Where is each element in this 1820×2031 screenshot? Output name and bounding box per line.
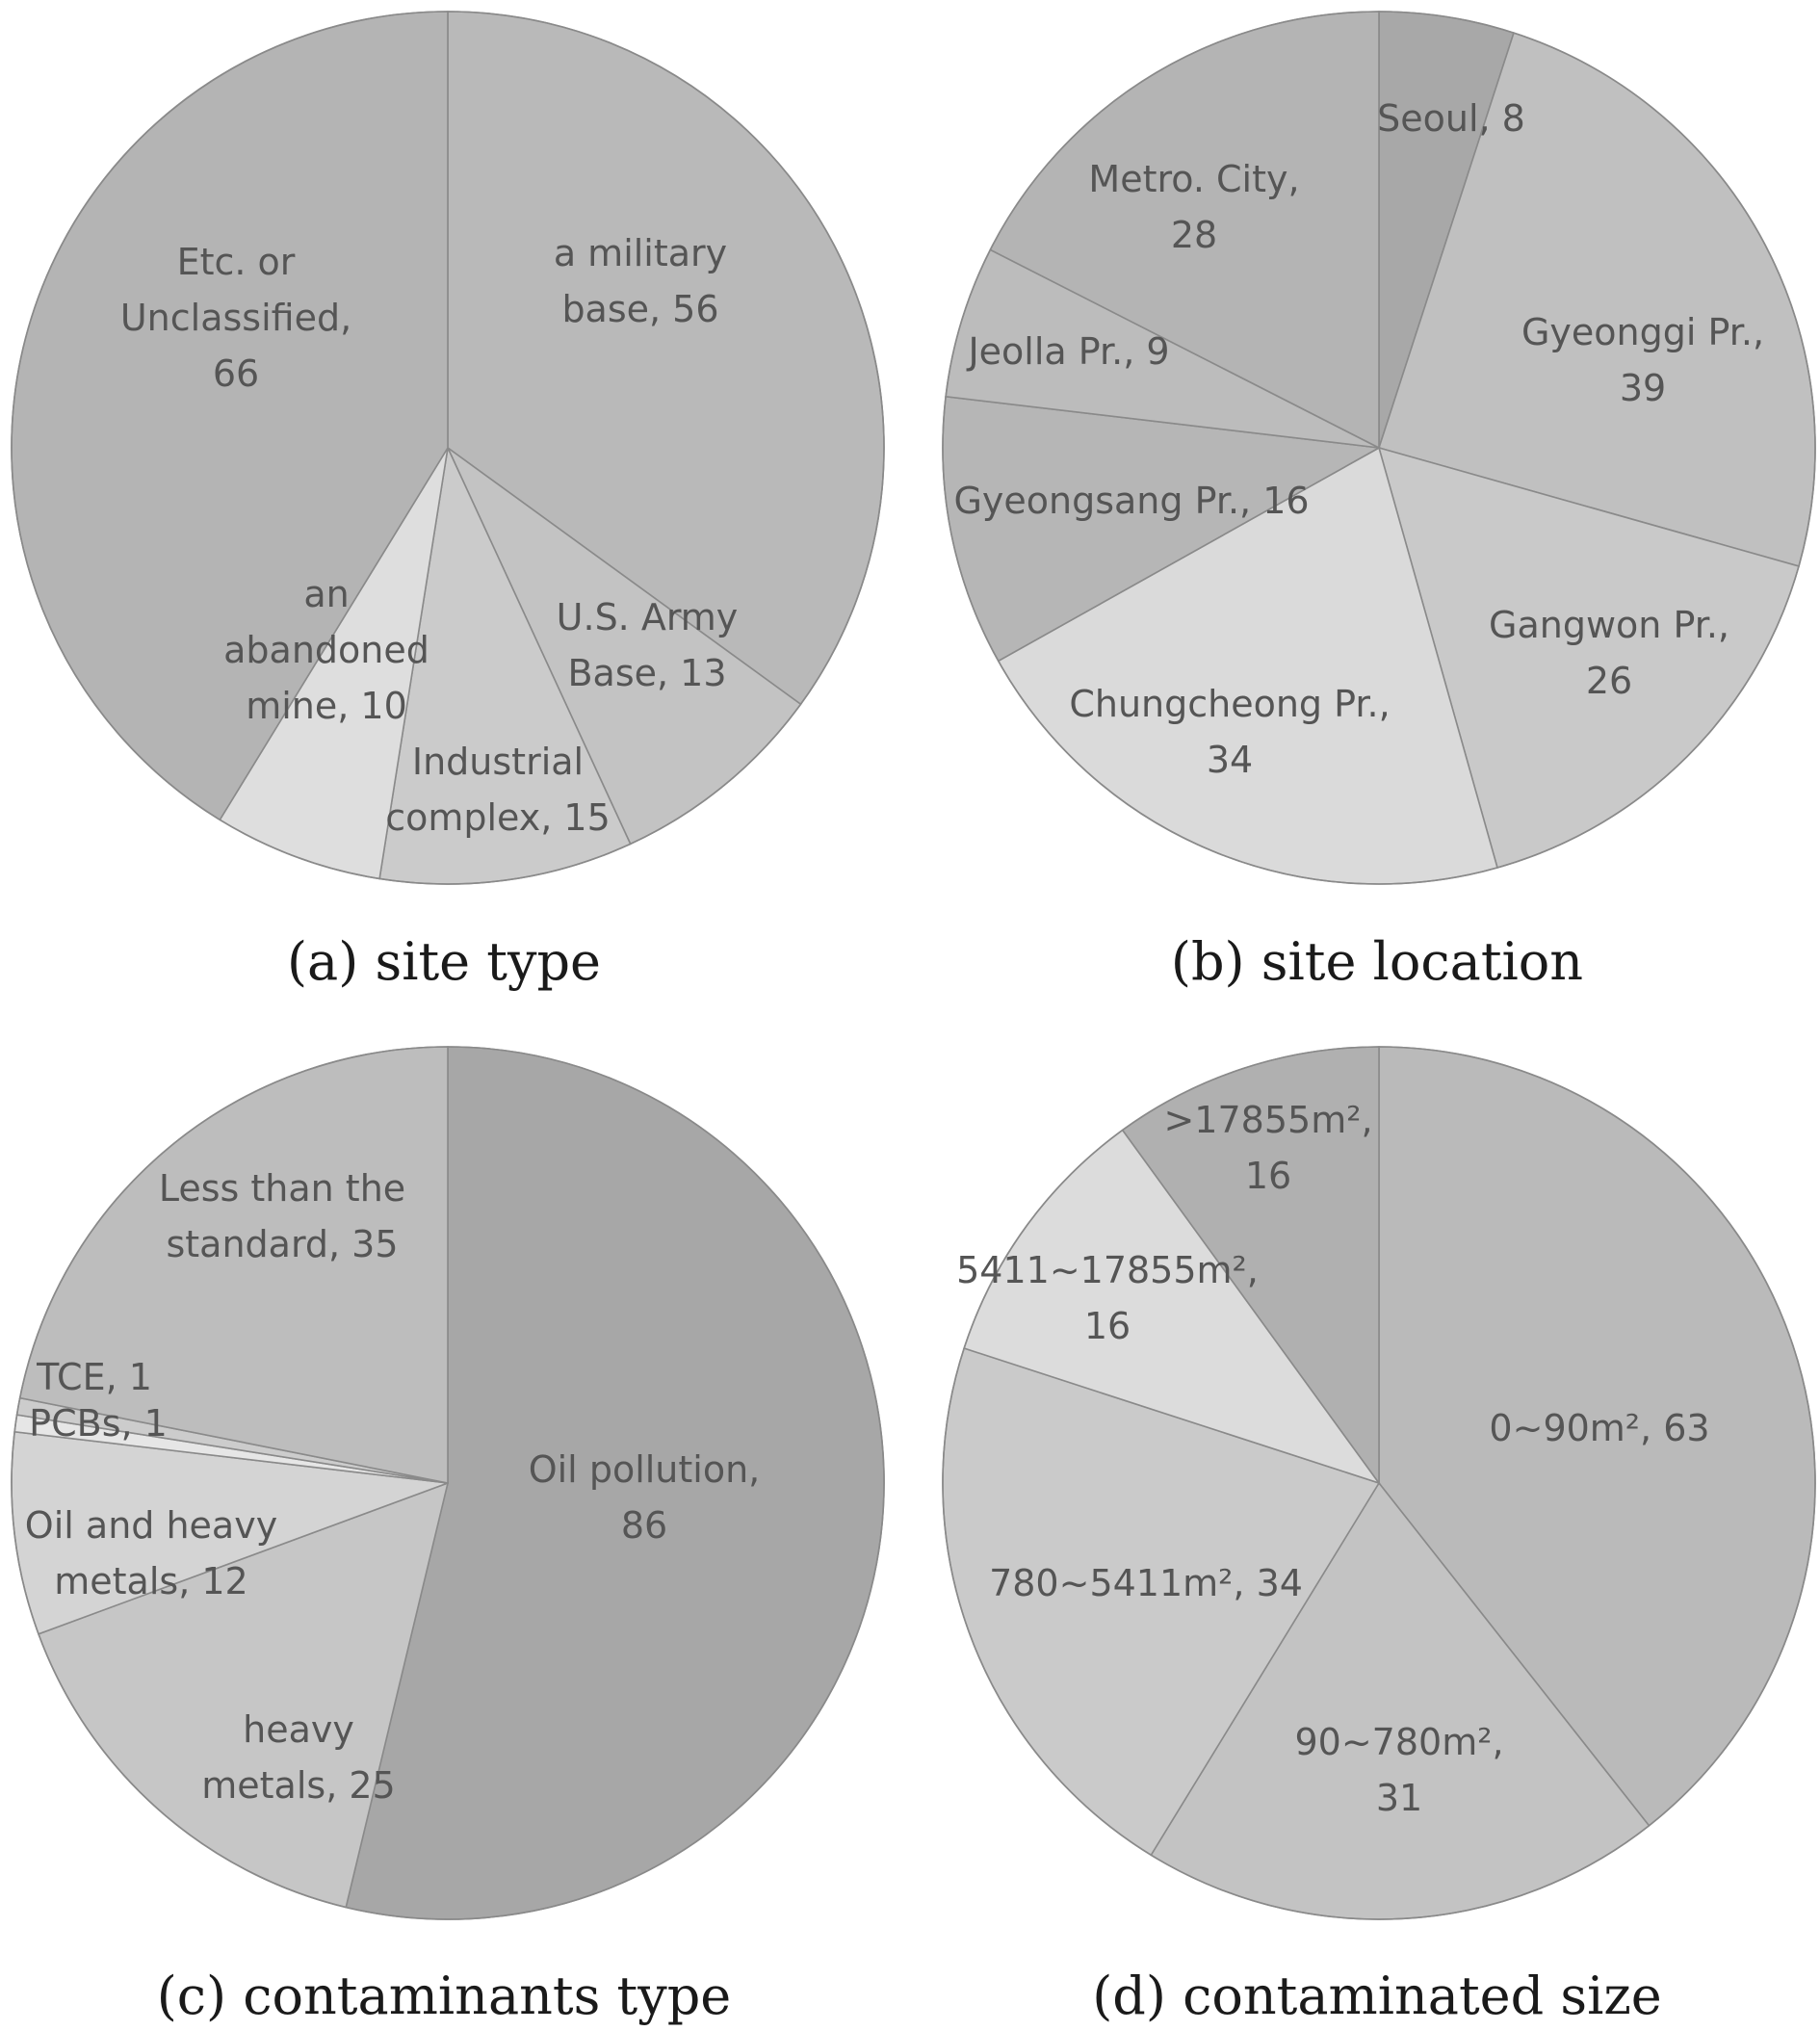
slice-label-line: 780~5411m², 34 xyxy=(989,1562,1303,1604)
slice-label-line: metals, 25 xyxy=(201,1764,395,1807)
slice-label: Oil and heavy metals, 12 xyxy=(25,1504,277,1602)
slice-label-line: abandoned xyxy=(223,629,429,671)
slice-label-line: a military xyxy=(554,232,727,274)
slice-label: Gyeonggi Pr., 39 xyxy=(1521,311,1764,409)
slice-label: Gyeongsang Pr., 16 xyxy=(953,480,1309,522)
slice-label: PCBs, 1 xyxy=(29,1402,168,1445)
slice-label-line: PCBs, 1 xyxy=(29,1402,168,1445)
slice-label-line: Base, 13 xyxy=(567,652,726,694)
pie-outline xyxy=(942,1046,1816,1920)
slice-label-line: 28 xyxy=(1171,214,1217,256)
slice-label: Seoul, 8 xyxy=(1377,97,1525,140)
slice-label-line: Gyeonggi Pr., xyxy=(1521,311,1764,353)
slice-label: Industrial complex, 15 xyxy=(385,741,611,839)
slice-label: 5411~17855m², 16 xyxy=(956,1249,1259,1347)
slice-label-line: Etc. or xyxy=(177,241,296,283)
slice-label-line: 0~90m², 63 xyxy=(1489,1407,1709,1449)
slice-label-line: 86 xyxy=(621,1504,667,1547)
slice-label-line: an xyxy=(303,573,349,615)
slice-label-line: 16 xyxy=(1245,1155,1291,1197)
slice-label-line: 90~780m², xyxy=(1294,1721,1503,1763)
slice-label-line: TCE, 1 xyxy=(36,1356,152,1398)
slice-label-line: 16 xyxy=(1084,1305,1131,1347)
slice-label: 90~780m², 31 xyxy=(1294,1721,1503,1819)
slice-label: Jeolla Pr., 9 xyxy=(966,330,1169,373)
slice-label-line: Chungcheong Pr., xyxy=(1069,683,1390,725)
pie-chart-3: Oil pollution, 86 heavy metals, 25 Oil and h… xyxy=(11,1046,885,2026)
slice-label-line: 39 xyxy=(1620,367,1666,409)
slice-label: 0~90m², 63 xyxy=(1489,1407,1709,1449)
slice-label-line: base, 56 xyxy=(561,288,718,330)
slice-label-line: Gangwon Pr., xyxy=(1489,604,1729,646)
slice-label-line: Oil and heavy xyxy=(25,1504,277,1547)
slice-label-line: heavy xyxy=(243,1708,354,1751)
slice-label: Metro. City, 28 xyxy=(1088,158,1299,256)
slice-label: an abandoned mine, 10 xyxy=(223,573,429,727)
slice-label: Less than the standard, 35 xyxy=(159,1167,405,1265)
slice-label-line: 31 xyxy=(1376,1777,1422,1819)
slice-label: Etc. or Unclassified, 66 xyxy=(120,241,351,395)
chart-caption: (c) contaminants type xyxy=(157,1966,732,2026)
slice-label: a military base, 56 xyxy=(554,232,727,330)
slice-label-line: Unclassified, xyxy=(120,297,351,339)
pie-outline xyxy=(11,11,885,885)
slice-label-line: Gyeongsang Pr., 16 xyxy=(953,480,1309,522)
chart-caption: (b) site location xyxy=(1171,931,1583,992)
slice-label-line: Metro. City, xyxy=(1088,158,1299,200)
slice-label-line: U.S. Army xyxy=(557,596,739,638)
pie-chart-2: Seoul, 8 Gyeonggi Pr., 39 Gangwon Pr., 26 Chu… xyxy=(942,11,1816,992)
slice-label-line: Industrial xyxy=(412,741,584,783)
pie-chart-1: a military base, 56 U.S. Army Base, 13 Indus… xyxy=(11,11,885,992)
slice-label-line: 5411~17855m², xyxy=(956,1249,1259,1291)
pie-chart-4: 0~90m², 63 90~780m², 31 780~5411m², 34 5411~… xyxy=(942,1046,1816,2026)
slice-label: >17855m², 16 xyxy=(1163,1099,1372,1197)
chart-caption: (a) site type xyxy=(287,931,601,992)
slice-label-line: 34 xyxy=(1207,739,1253,781)
slice-label-line: standard, 35 xyxy=(166,1223,398,1265)
slice-label: 780~5411m², 34 xyxy=(989,1562,1303,1604)
slice-label: Chungcheong Pr., 34 xyxy=(1069,683,1390,781)
slice-label: TCE, 1 xyxy=(36,1356,152,1398)
slice-label: Oil pollution, 86 xyxy=(529,1448,761,1547)
slice-label-line: Seoul, 8 xyxy=(1377,97,1525,140)
slice-label-line: Jeolla Pr., 9 xyxy=(966,330,1169,373)
slice-label-line: >17855m², xyxy=(1163,1099,1372,1141)
slice-label-line: 66 xyxy=(213,352,259,395)
slice-label-line: Less than the xyxy=(159,1167,405,1210)
slice-label-line: mine, 10 xyxy=(246,685,407,727)
slice-label-line: 26 xyxy=(1586,660,1632,702)
slice-label: U.S. Army Base, 13 xyxy=(557,596,739,694)
pie-outline xyxy=(942,11,1816,885)
slice-label-line: metals, 12 xyxy=(54,1560,247,1602)
slice-label: heavy metals, 25 xyxy=(201,1708,395,1807)
chart-caption: (d) contaminated size xyxy=(1092,1966,1662,2026)
slice-label-line: complex, 15 xyxy=(385,796,611,839)
pie-outline xyxy=(11,1046,885,1920)
slice-label-line: Oil pollution, xyxy=(529,1448,761,1491)
slice-label: Gangwon Pr., 26 xyxy=(1489,604,1729,702)
